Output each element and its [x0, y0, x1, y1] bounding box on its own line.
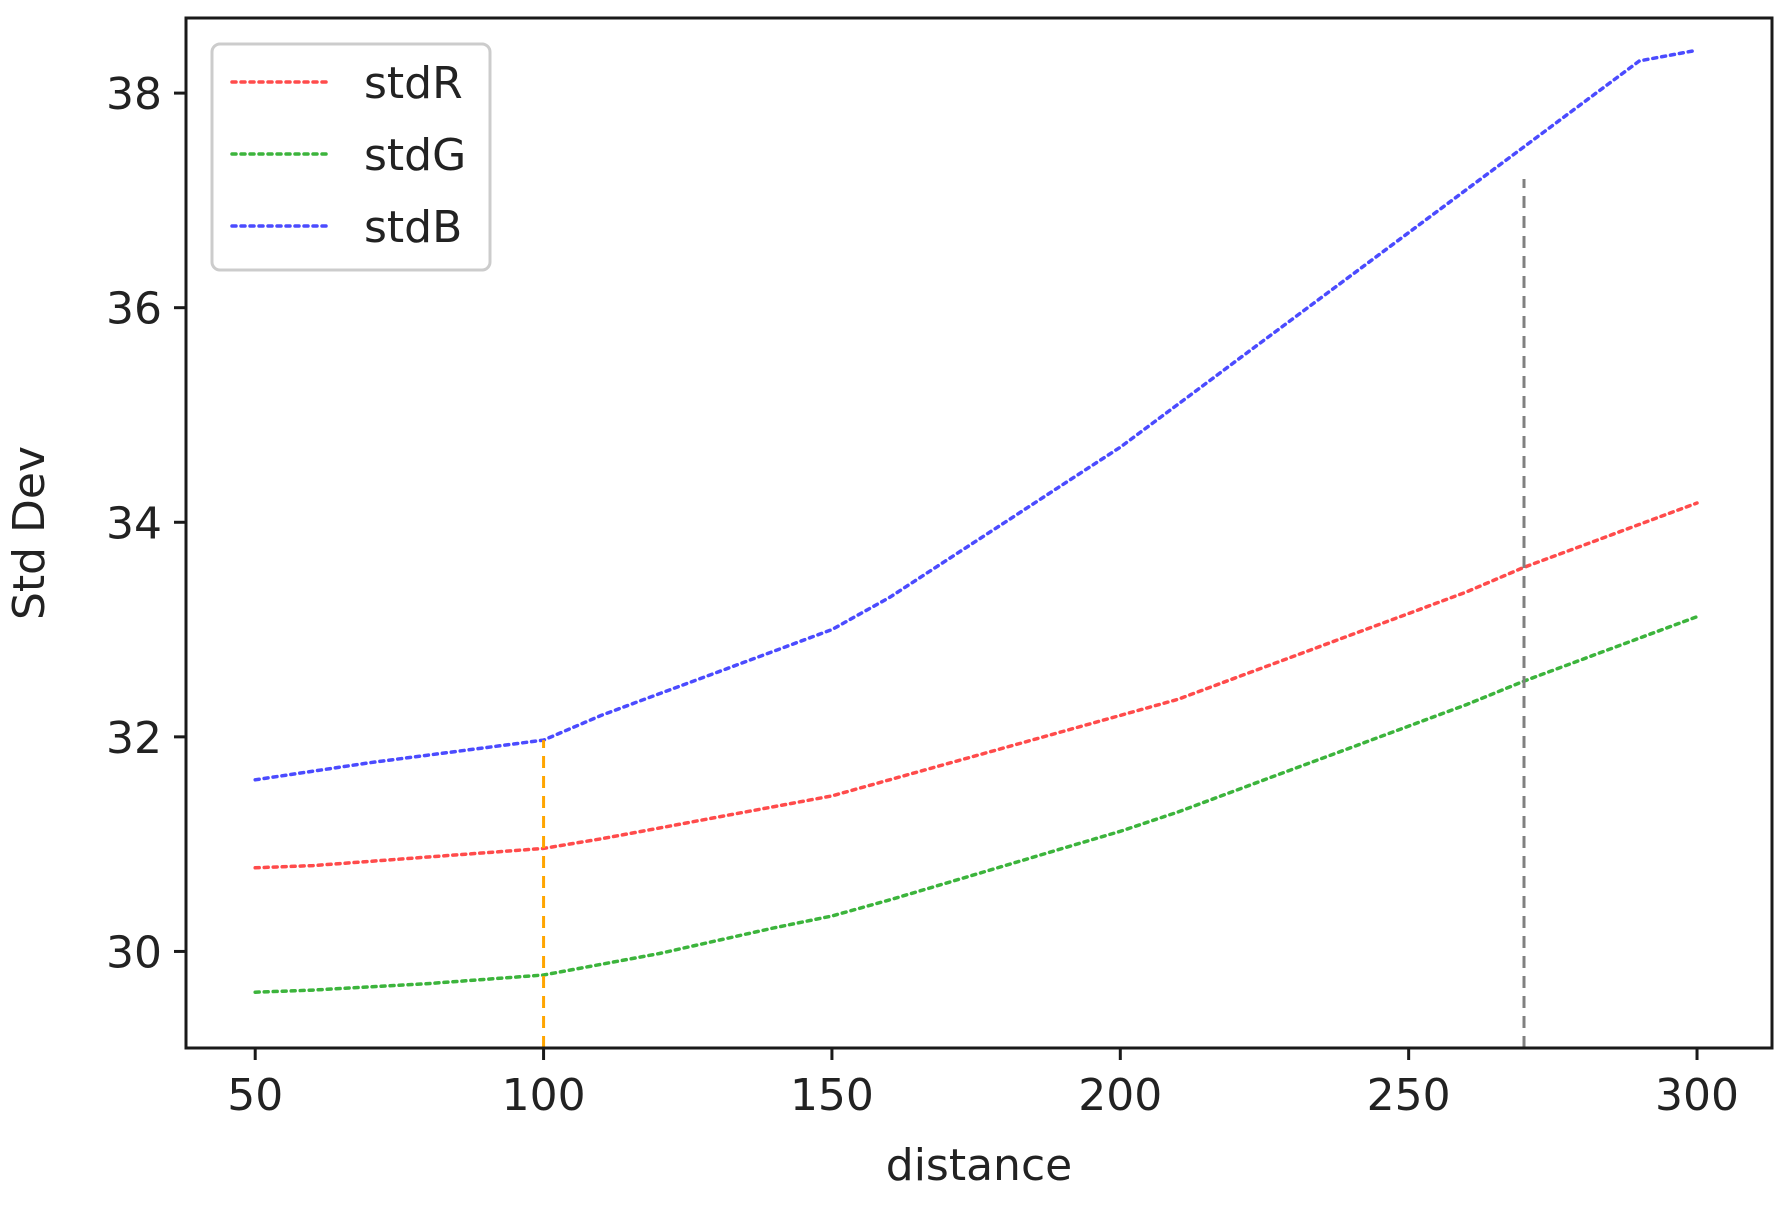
axis-ticks: 50 100 150 200 250 300 30 32 34 36 38 — [106, 69, 1739, 1121]
x-axis-label: distance — [886, 1140, 1072, 1191]
y-tick-label: 34 — [106, 498, 162, 549]
legend-box — [210, 42, 492, 272]
reference-lines — [542, 178, 1526, 1048]
y-tick-label: 38 — [106, 69, 162, 120]
legend: stdR stdG stdB — [210, 42, 492, 272]
x-tick-label: 50 — [227, 1070, 283, 1121]
x-tick-label: 100 — [502, 1070, 586, 1121]
x-tick-label: 300 — [1655, 1070, 1739, 1121]
y-tick-label: 32 — [106, 713, 162, 764]
series-line-stdR — [253, 501, 1699, 870]
plot-frame — [184, 16, 1774, 1050]
y-tick-label: 36 — [106, 284, 162, 335]
legend-label-stdR: stdR — [364, 58, 463, 109]
y-tick-label: 30 — [106, 927, 162, 978]
series-line-stdB — [253, 48, 1699, 782]
x-tick-label: 150 — [790, 1070, 874, 1121]
x-tick-label: 250 — [1367, 1070, 1451, 1121]
plot-lines — [253, 48, 1699, 994]
x-tick-label: 200 — [1078, 1070, 1162, 1121]
y-axis-label: Std Dev — [4, 446, 55, 620]
series-line-stdG — [253, 614, 1699, 994]
legend-label-stdB: stdB — [364, 202, 462, 253]
legend-label-stdG: stdG — [364, 130, 466, 181]
